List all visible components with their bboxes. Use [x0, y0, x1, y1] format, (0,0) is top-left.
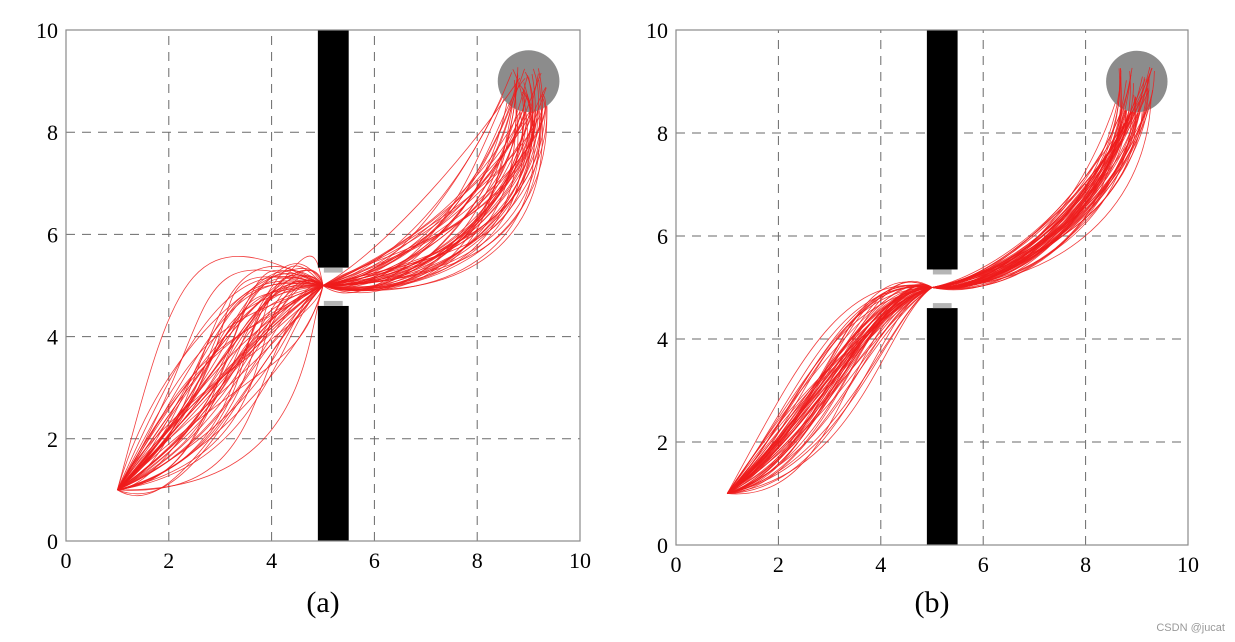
x-tick-label: 8 — [472, 548, 483, 573]
x-tick-label: 6 — [369, 548, 380, 573]
gap-cap-top — [323, 267, 343, 273]
x-tick-label: 10 — [569, 548, 591, 573]
trajectory-line — [117, 93, 528, 491]
trajectory-line — [117, 78, 526, 491]
x-tick-label: 0 — [61, 548, 72, 573]
wall-segment — [926, 30, 958, 270]
trajectory-line — [117, 77, 521, 491]
y-tick-label: 6 — [657, 224, 668, 249]
trajectory-line — [117, 72, 528, 491]
gap-cap-top — [932, 269, 952, 275]
y-tick-label: 2 — [657, 430, 668, 455]
plot-frame — [65, 29, 581, 542]
watermark: CSDN @jucat — [1156, 622, 1225, 634]
y-tick-label: 0 — [657, 533, 668, 558]
panel-label: (a) — [306, 586, 339, 619]
y-tick-label: 10 — [36, 18, 58, 43]
x-tick-label: 10 — [1177, 552, 1199, 577]
gap-cap-bottom — [932, 303, 952, 309]
plot-frame — [675, 29, 1189, 546]
x-tick-label: 4 — [875, 552, 886, 577]
x-tick-label: 6 — [978, 552, 989, 577]
y-tick-label: 8 — [657, 121, 668, 146]
x-tick-label: 0 — [671, 552, 682, 577]
wall-segment — [926, 308, 958, 545]
trajectories — [726, 67, 1155, 495]
y-tick-label: 10 — [646, 18, 668, 43]
wall-segment — [317, 30, 349, 268]
y-tick-label: 0 — [47, 529, 58, 554]
trajectory-line — [117, 72, 536, 491]
trajectory-line — [727, 94, 1142, 494]
trajectories — [117, 65, 549, 497]
x-tick-label: 8 — [1080, 552, 1091, 577]
x-tick-label: 4 — [266, 548, 277, 573]
gap-cap-bottom — [323, 300, 343, 306]
y-tick-label: 4 — [657, 327, 668, 352]
panel-label: (b) — [915, 586, 950, 619]
x-tick-label: 2 — [163, 548, 174, 573]
y-tick-label: 6 — [47, 222, 58, 247]
panel-a: 0 2 4 6 8 10 0 2 4 6 8 10 (a) — [36, 18, 591, 619]
y-tick-label: 2 — [47, 427, 58, 452]
trajectory-line — [117, 95, 524, 491]
panel-b: 0 2 4 6 8 10 0 2 4 6 8 10 (b) — [646, 18, 1199, 619]
y-tick-label: 4 — [47, 325, 58, 350]
x-tick-label: 2 — [773, 552, 784, 577]
y-tick-label: 8 — [47, 120, 58, 145]
trajectory-line — [117, 67, 543, 491]
wall-segment — [317, 305, 349, 541]
